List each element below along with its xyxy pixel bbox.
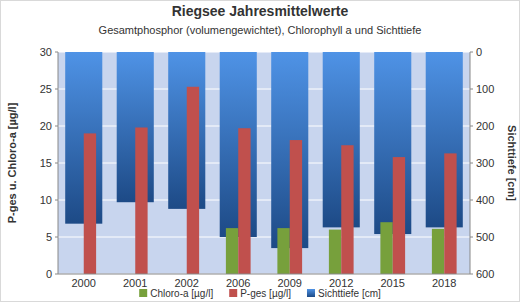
tick-label: 300 xyxy=(476,157,494,169)
axis-line xyxy=(58,52,59,274)
legend-label: Chloro-a [µg/l] xyxy=(150,288,213,299)
tick-label: 100 xyxy=(476,83,494,95)
axis-line xyxy=(58,274,470,275)
bar xyxy=(277,228,289,274)
legend-swatch xyxy=(229,289,237,297)
chart: Riegsee Jahresmittelwerte Gesamtphosphor … xyxy=(0,0,520,302)
plot-area xyxy=(58,52,470,274)
axis-line xyxy=(470,52,471,274)
bars xyxy=(65,52,463,274)
axis-title: P-ges u. Chloro-a [µg/l] xyxy=(6,102,18,223)
bar xyxy=(380,222,392,274)
tick-label: 0 xyxy=(476,46,482,58)
grid-line xyxy=(58,237,470,238)
bar xyxy=(187,87,199,274)
bar xyxy=(393,157,405,274)
bar xyxy=(444,153,456,274)
tick-label: 10 xyxy=(40,194,52,206)
category-label: 2018 xyxy=(432,277,456,289)
bar xyxy=(341,145,353,274)
category-label: 2000 xyxy=(72,277,96,289)
legend-swatch xyxy=(139,289,147,297)
tick-label: 5 xyxy=(46,231,52,243)
axis-title: Sichttiefe [cm] xyxy=(506,125,518,201)
tick-label: 400 xyxy=(476,194,494,206)
tick-label: 20 xyxy=(40,120,52,132)
subtitle: Gesamtphosphor (volumengewichtet), Chlor… xyxy=(99,24,422,36)
tick-label: 15 xyxy=(40,157,52,169)
tick-label: 30 xyxy=(40,46,52,58)
tick-label: 0 xyxy=(46,268,52,280)
grid-line xyxy=(58,274,470,275)
legend-label: Sichttiefe [cm] xyxy=(318,288,381,299)
tick-label: 600 xyxy=(476,268,494,280)
chart-frame xyxy=(1,1,520,302)
legend: Chloro-a [µg/l] P-ges [µg/l] Sichttiefe [c… xyxy=(139,288,381,299)
tick-label: 25 xyxy=(40,83,52,95)
bar xyxy=(290,140,302,274)
bar xyxy=(226,228,238,274)
bar xyxy=(329,230,341,274)
category-label: 2015 xyxy=(381,277,405,289)
bar xyxy=(84,133,96,274)
legend-swatch xyxy=(307,289,315,297)
tick-label: 500 xyxy=(476,231,494,243)
tick-label: 200 xyxy=(476,120,494,132)
bar xyxy=(432,229,444,274)
legend-label: P-ges [µg/l] xyxy=(240,288,291,299)
bar xyxy=(135,127,147,274)
category-label: 2001 xyxy=(123,277,147,289)
title: Riegsee Jahresmittelwerte xyxy=(172,3,349,19)
bar xyxy=(238,128,250,274)
